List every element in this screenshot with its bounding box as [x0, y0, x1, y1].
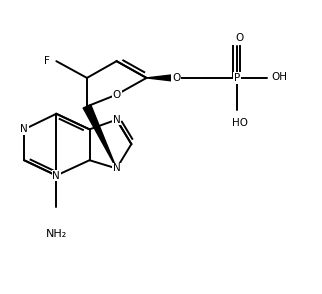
- Text: N: N: [52, 171, 60, 181]
- Text: N: N: [113, 163, 120, 173]
- Text: O: O: [172, 73, 181, 83]
- Text: O: O: [235, 33, 243, 43]
- Text: OH: OH: [271, 72, 288, 82]
- Text: F: F: [44, 56, 50, 66]
- Polygon shape: [147, 74, 176, 81]
- Text: N: N: [113, 115, 120, 125]
- Text: NH₂: NH₂: [46, 229, 67, 239]
- Text: N: N: [20, 124, 28, 134]
- Text: O: O: [112, 90, 121, 100]
- Text: HO: HO: [232, 118, 248, 128]
- Polygon shape: [83, 105, 117, 168]
- Text: P: P: [233, 73, 240, 83]
